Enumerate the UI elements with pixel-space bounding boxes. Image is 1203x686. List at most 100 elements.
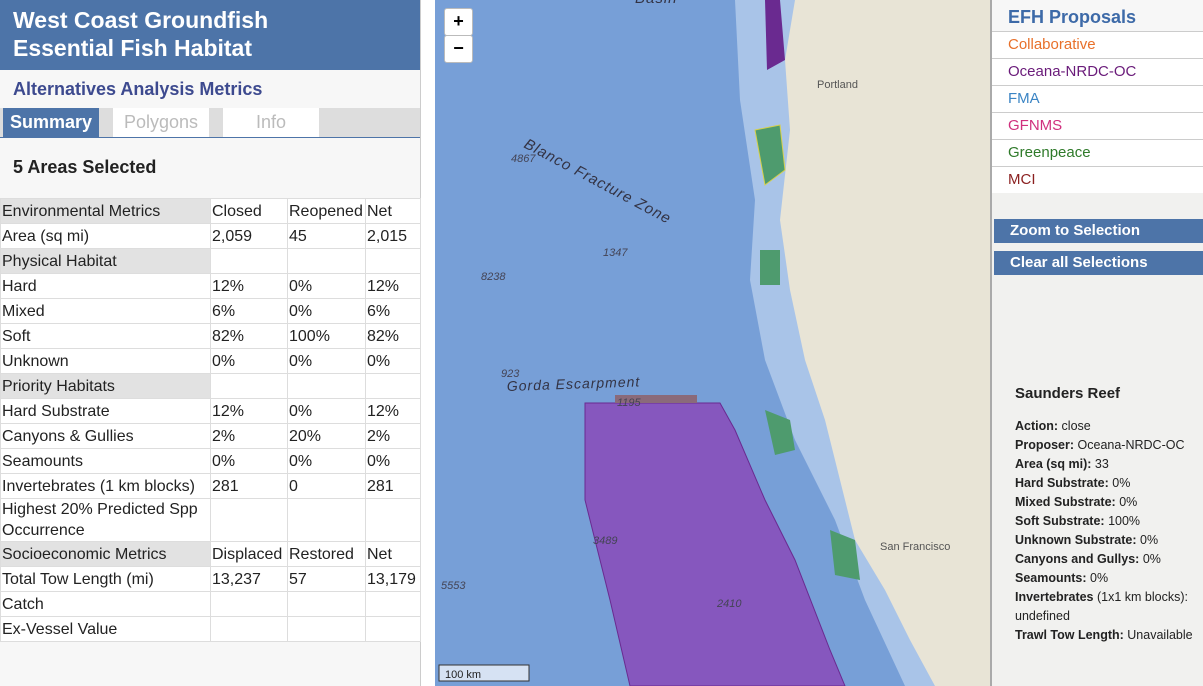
table-cell: Total Tow Length (mi) <box>0 566 211 592</box>
table-cell: 2,015 <box>365 223 421 249</box>
proposal-polygon[interactable] <box>765 410 795 455</box>
table-cell: Unknown <box>0 348 211 374</box>
table-cell: Hard <box>0 273 211 299</box>
table-row: Hard 12% 0% 12% <box>0 273 421 299</box>
button[interactable]: Clear all Selections <box>994 251 1203 275</box>
table-cell: 6% <box>365 298 421 324</box>
proposal-list: Collaborative Oceana-NRDC-OC FMA GFNMS Green… <box>992 31 1203 193</box>
info-field: Invertebrates (1x1 km blocks): undefined <box>1015 588 1200 626</box>
table-cell: 12% <box>210 398 288 424</box>
table-row: Canyons & Gullies 2% 20% 2% <box>0 423 421 449</box>
right-panel: EFH Proposals Collaborative Oceana-NRDC-O… <box>990 0 1203 686</box>
table-cell: 2% <box>365 423 421 449</box>
proposal-polygon[interactable] <box>754 124 786 186</box>
proposal-polygon[interactable] <box>830 530 860 580</box>
table-cell <box>287 498 366 542</box>
table-cell <box>210 373 288 399</box>
proposal-polygon[interactable] <box>760 250 780 285</box>
proposal[interactable]: FMA <box>992 85 1203 112</box>
table-row: Soft 82% 100% 82% <box>0 323 421 349</box>
depth-label: 1347 <box>603 247 628 259</box>
field-value: 0% <box>1142 552 1161 566</box>
land <box>780 0 990 686</box>
table-row: Environmental Metrics Closed Reopened Net <box>0 198 421 224</box>
field-value: close <box>1061 419 1091 433</box>
field-label: Seamounts: <box>1015 571 1087 585</box>
table-cell <box>210 498 288 542</box>
table-cell <box>365 373 421 399</box>
table-cell: 13,179 <box>365 566 421 592</box>
proposal-polygon[interactable] <box>584 402 846 686</box>
proposal[interactable]: Oceana-NRDC-OC <box>992 58 1203 85</box>
table-cell: 0% <box>287 273 366 299</box>
depth-label: 2410 <box>716 598 742 610</box>
proposal[interactable]: Greenpeace <box>992 139 1203 166</box>
table-cell: Highest 20% Predicted Spp Occurrence <box>0 498 211 542</box>
panel-title: EFH Proposals <box>992 0 1203 31</box>
table-cell: Invertebrates (1 km blocks) <box>0 473 211 499</box>
table-row: Catch <box>0 591 421 617</box>
table-cell: 20% <box>287 423 366 449</box>
table-cell <box>210 616 288 642</box>
field-label: Soft Substrate: <box>1015 514 1105 528</box>
table-cell: Seamounts <box>0 448 211 474</box>
field-label: Mixed Substrate: <box>1015 495 1116 509</box>
proposal[interactable]: MCI <box>992 166 1203 193</box>
zoom-in[interactable]: + <box>444 8 473 36</box>
table-cell <box>365 248 421 274</box>
button[interactable]: Zoom to Selection <box>994 219 1203 243</box>
table-cell: 281 <box>365 473 421 499</box>
proposal[interactable]: GFNMS <box>992 112 1203 139</box>
info-field: Soft Substrate: 100% <box>1015 512 1200 531</box>
table-row: Total Tow Length (mi) 13,237 57 13,179 <box>0 566 421 592</box>
table-cell: 0% <box>210 448 288 474</box>
info-title: Saunders Reef <box>1015 385 1121 402</box>
zoom-out[interactable]: − <box>444 35 473 63</box>
depth-label: 5553 <box>441 580 466 592</box>
depth-label: 4867 <box>511 153 536 165</box>
table-cell: 0% <box>287 398 366 424</box>
info-field: Unknown Substrate: 0% <box>1015 531 1200 550</box>
info-field: Proposer: Oceana-NRDC-OC <box>1015 436 1200 455</box>
info-field: Mixed Substrate: 0% <box>1015 493 1200 512</box>
table-cell <box>365 616 421 642</box>
proposal[interactable]: Collaborative <box>992 31 1203 58</box>
field-label: Invertebrates <box>1015 590 1094 604</box>
table-cell: Priority Habitats <box>0 373 211 399</box>
info-field: Seamounts: 0% <box>1015 569 1200 588</box>
tab[interactable]: Info <box>223 108 319 137</box>
table-cell: 0% <box>287 448 366 474</box>
info-box: Saunders Reef Action: close Proposer: Ocea… <box>1015 384 1200 645</box>
table-cell: 0% <box>365 348 421 374</box>
subtitle: Alternatives Analysis Metrics <box>13 79 263 99</box>
table-row: Mixed 6% 0% 6% <box>0 298 421 324</box>
tab[interactable]: Polygons <box>113 108 209 137</box>
table-row: Unknown 0% 0% 0% <box>0 348 421 374</box>
field-label: Area (sq mi): <box>1015 457 1092 471</box>
table-cell <box>365 591 421 617</box>
table-cell: 0% <box>365 448 421 474</box>
field-label: Proposer: <box>1015 438 1075 452</box>
table-cell: Soft <box>0 323 211 349</box>
table-cell: 82% <box>365 323 421 349</box>
table-cell: Hard Substrate <box>0 398 211 424</box>
table-cell: 100% <box>287 323 366 349</box>
tab[interactable]: Summary <box>3 108 99 137</box>
table-cell <box>210 591 288 617</box>
table-cell: Environmental Metrics <box>0 198 211 224</box>
table-cell: Catch <box>0 591 211 617</box>
field-value: 33 <box>1094 457 1109 471</box>
table-row: Physical Habitat <box>0 248 421 274</box>
proposal-polygon[interactable] <box>765 0 785 70</box>
metrics-table: Environmental Metrics Closed Reopened Net Ar… <box>0 198 421 642</box>
field-label: Hard Substrate: <box>1015 476 1109 490</box>
map-label: Basin <box>635 0 678 7</box>
table-cell: Canyons & Gullies <box>0 423 211 449</box>
map-label: Gorda Escarpment <box>507 373 641 394</box>
table-cell: 57 <box>287 566 366 592</box>
info-field: Canyons and Gullys: 0% <box>1015 550 1200 569</box>
table-cell: Net <box>365 198 421 224</box>
proposal-polygon[interactable] <box>615 395 697 403</box>
